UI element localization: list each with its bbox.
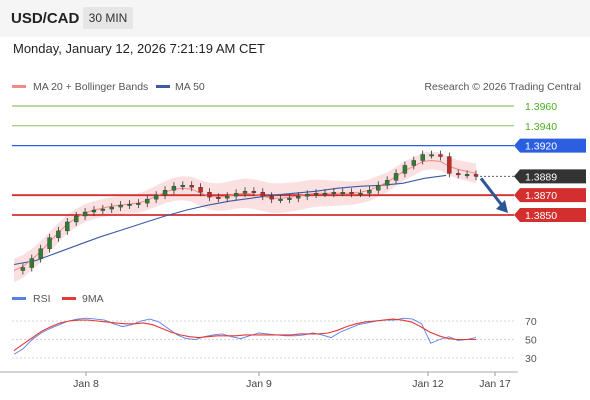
x-tick-label: Jan 9 (246, 378, 272, 390)
bollinger-band-area (14, 151, 476, 283)
candle-body (20, 267, 26, 271)
price-candles (20, 150, 479, 275)
timestamp: Monday, January 12, 2026 7:21:19 AM CET (13, 41, 265, 56)
last-tag (514, 169, 586, 184)
candle-body (180, 185, 186, 187)
rsi-polyline (13, 317, 477, 355)
pivot-tag (514, 138, 586, 153)
candle-body (429, 154, 434, 157)
rsi-tick-label: 70 (525, 316, 537, 328)
candle-body (464, 174, 470, 177)
ma50-line (13, 174, 447, 266)
candle-body (278, 198, 283, 201)
rsi-ma9-polyline (13, 318, 476, 352)
ma50-polyline (13, 174, 447, 266)
candle-body (225, 195, 230, 199)
candle-body (304, 193, 310, 197)
resistance-label: 1.3960 (525, 101, 557, 113)
candle-body (233, 192, 239, 197)
arrow-head (496, 200, 508, 214)
candle-body (393, 173, 399, 181)
timeframe-button[interactable]: 30 MIN (83, 7, 133, 29)
candle-body (331, 192, 337, 194)
candle-body (127, 203, 132, 206)
candle-body (411, 160, 417, 166)
candle-body (56, 230, 61, 238)
pivot-tag-label: 1.3920 (525, 141, 557, 153)
rsi-grid: 70 50 30 (12, 316, 537, 365)
candle-body (384, 180, 390, 186)
arrow-shaft (479, 177, 506, 209)
candle-body (216, 196, 221, 199)
rsi-legend-swatch (12, 297, 26, 300)
ma20-legend-label: MA 20 + Bollinger Bands (33, 81, 148, 93)
candle-body (269, 195, 274, 200)
support-tag-label: 1.3870 (525, 190, 557, 202)
candle-body (296, 195, 301, 199)
candle-body (207, 192, 212, 198)
candle-body (47, 237, 52, 249)
candle-body (340, 192, 345, 194)
support-tag-label: 1.3850 (525, 210, 557, 222)
ma9-legend-label: 9MA (82, 293, 104, 305)
rsi-legend-label: RSI (33, 293, 51, 305)
candle-body (82, 211, 88, 217)
support-tag (514, 188, 586, 203)
candle-body (358, 192, 363, 195)
resistance-label: 1.3940 (525, 121, 557, 133)
candle-body (376, 185, 381, 191)
candle-body (349, 192, 354, 194)
support-tag (514, 208, 586, 222)
candle-body (242, 191, 248, 194)
candle-body (29, 258, 34, 268)
symbol-title: USD/CAD (11, 10, 80, 27)
candle-body (118, 204, 123, 208)
candle-body (38, 248, 43, 259)
candle-body (91, 209, 97, 213)
ma50-legend-swatch (156, 85, 170, 88)
candle-body (420, 154, 425, 161)
candle-body (251, 191, 257, 193)
rsi-tick-label: 50 (525, 335, 537, 347)
candle-body (162, 190, 168, 196)
candle-body (260, 192, 265, 197)
candle-body (313, 192, 319, 195)
candle-body (367, 190, 372, 194)
candle-body (189, 185, 194, 188)
candle-body (402, 165, 408, 174)
candle-body (100, 208, 106, 211)
candle-body (287, 197, 292, 200)
x-axis: Jan 8 Jan 9 Jan 12 Jan 17 (73, 372, 511, 390)
level-tags: 1.3960 1.3940 1.3920 1.3889 1.3870 1.3850 (514, 101, 586, 222)
bollinger-band (14, 151, 476, 283)
candle-body (136, 202, 141, 205)
last-tag-label: 1.3889 (525, 171, 557, 183)
candle-body (438, 154, 443, 157)
candle-body (153, 194, 159, 200)
candle-body (198, 187, 203, 193)
rsi-lines (13, 317, 477, 355)
ma9-legend-swatch (62, 297, 76, 300)
candle-body (73, 215, 79, 223)
candle-body (322, 192, 328, 195)
x-tick-label: Jan 12 (412, 378, 444, 390)
candle-body (447, 156, 452, 174)
candle-body (65, 221, 70, 232)
ma50-legend-label: MA 50 (175, 81, 205, 93)
rsi-tick-label: 30 (525, 353, 537, 365)
candle-body (109, 206, 114, 210)
copyright-text: Research © 2026 Trading Central (424, 81, 581, 93)
candle-body (456, 173, 461, 176)
ma20-legend-swatch (12, 85, 26, 88)
candle-body (171, 186, 177, 191)
x-tick-label: Jan 17 (479, 378, 511, 390)
header-bar: USD/CAD 30 MIN (0, 0, 590, 37)
forecast-arrow (479, 177, 508, 214)
candle-body (145, 198, 150, 204)
candle-body (473, 174, 479, 177)
x-tick-label: Jan 8 (73, 378, 99, 390)
